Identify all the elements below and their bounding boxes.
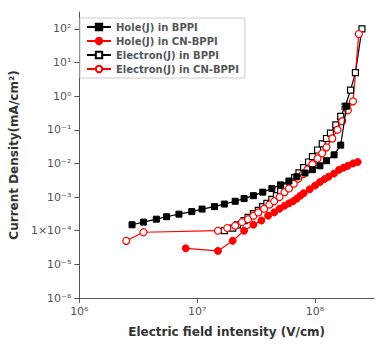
- svg-text:10⁻²: 10⁻²: [47, 157, 71, 170]
- svg-text:Current Density(mA/cm²): Current Density(mA/cm²): [7, 70, 21, 239]
- svg-text:10⁶: 10⁶: [70, 305, 89, 318]
- svg-text:Electron(J) in CN-BPPI: Electron(J) in CN-BPPI: [116, 64, 239, 75]
- svg-text:Electric field intensity (V/cm: Electric field intensity (V/cm): [128, 325, 325, 339]
- svg-text:Hole(J) in CN-BPPI: Hole(J) in CN-BPPI: [116, 36, 218, 47]
- svg-text:10⁻⁵: 10⁻⁵: [47, 258, 71, 271]
- svg-text:10⁷: 10⁷: [188, 305, 206, 318]
- svg-text:10²: 10²: [53, 22, 71, 35]
- svg-text:Electron(J) in BPPI: Electron(J) in BPPI: [116, 50, 219, 61]
- svg-text:10⁻⁶: 10⁻⁶: [47, 292, 72, 305]
- svg-text:10⁻¹: 10⁻¹: [47, 123, 71, 136]
- svg-text:Hole(J) in BPPI: Hole(J) in BPPI: [116, 22, 198, 33]
- svg-text:10⁻³: 10⁻³: [47, 191, 71, 204]
- svg-text:1×10⁻⁴: 1×10⁻⁴: [31, 224, 72, 237]
- svg-text:10⁸: 10⁸: [306, 305, 325, 318]
- svg-text:10⁰: 10⁰: [53, 90, 72, 103]
- svg-text:10¹: 10¹: [53, 56, 71, 69]
